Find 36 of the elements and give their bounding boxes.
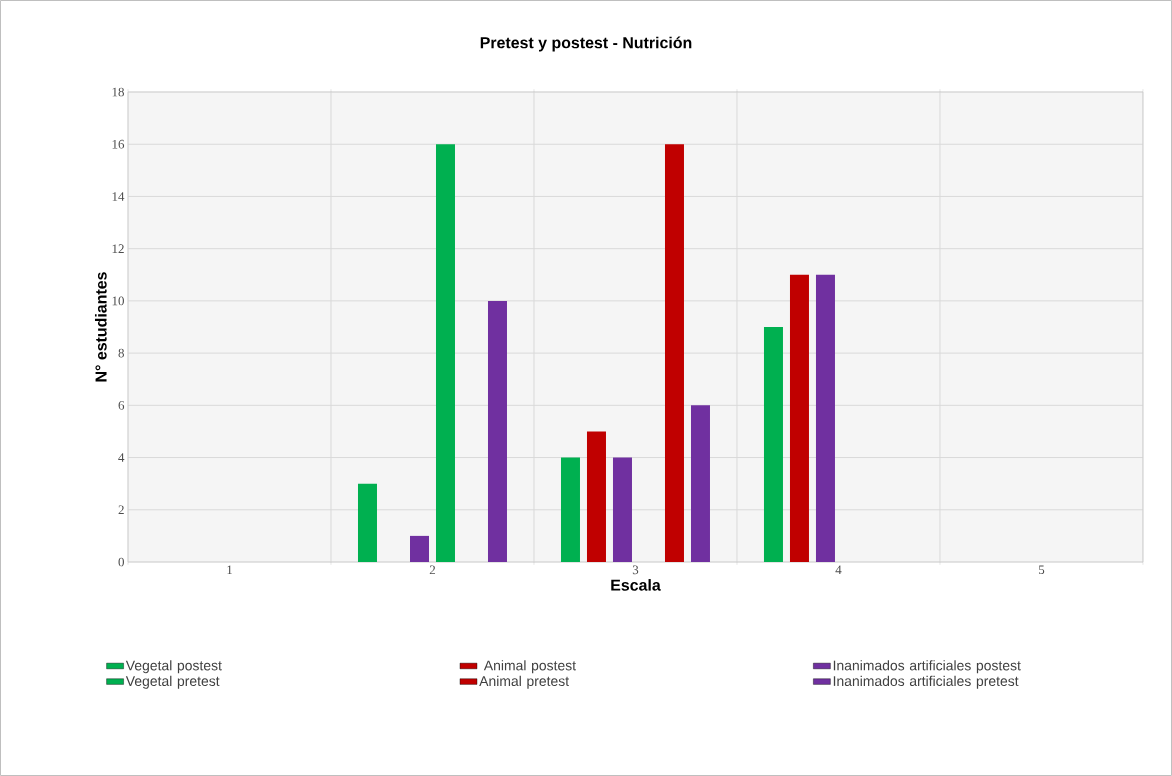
legend-label: Inanimados artificiales postest <box>833 660 1021 674</box>
x-tick-label: 5 <box>1038 565 1045 575</box>
y-tick-label: 12 <box>112 244 124 253</box>
bar <box>435 144 455 562</box>
bar <box>357 483 377 562</box>
legend-label: Vegetal postest <box>125 660 222 674</box>
bar <box>763 327 783 562</box>
x-tick-label: 2 <box>429 565 436 575</box>
y-tick-label: 2 <box>118 505 124 515</box>
x-tick-label: 3 <box>632 565 639 575</box>
x-tick-label: 1 <box>227 565 232 575</box>
y-tick-label: 18 <box>112 87 124 97</box>
y-tick-label: 10 <box>112 296 124 306</box>
x-axis-title: Escala <box>611 579 661 591</box>
y-axis-title: N° estudiantes <box>94 272 107 382</box>
legend-label: Inanimados artificiales pretest <box>833 675 1019 689</box>
bar <box>815 274 835 562</box>
y-tick-label: 16 <box>112 139 125 149</box>
chart-title: Pretest y postest - Nutrición <box>480 36 692 52</box>
bar <box>612 457 632 562</box>
bar <box>690 405 710 562</box>
y-tick-label: 4 <box>118 453 125 462</box>
bar <box>560 457 580 562</box>
bar <box>586 431 606 562</box>
y-tick-label: 0 <box>118 557 124 567</box>
legend-label: Animal postest <box>483 660 576 674</box>
y-tick-label: 6 <box>118 400 125 410</box>
bar <box>409 535 429 562</box>
legend-label: Animal pretest <box>479 675 569 689</box>
bar <box>789 274 809 562</box>
legend-label: Vegetal pretest <box>125 675 220 689</box>
y-tick-label: 14 <box>112 192 125 201</box>
x-tick-label: 4 <box>835 565 842 575</box>
y-tick-label: 8 <box>118 348 124 358</box>
bar <box>487 300 507 562</box>
bar <box>664 144 684 562</box>
